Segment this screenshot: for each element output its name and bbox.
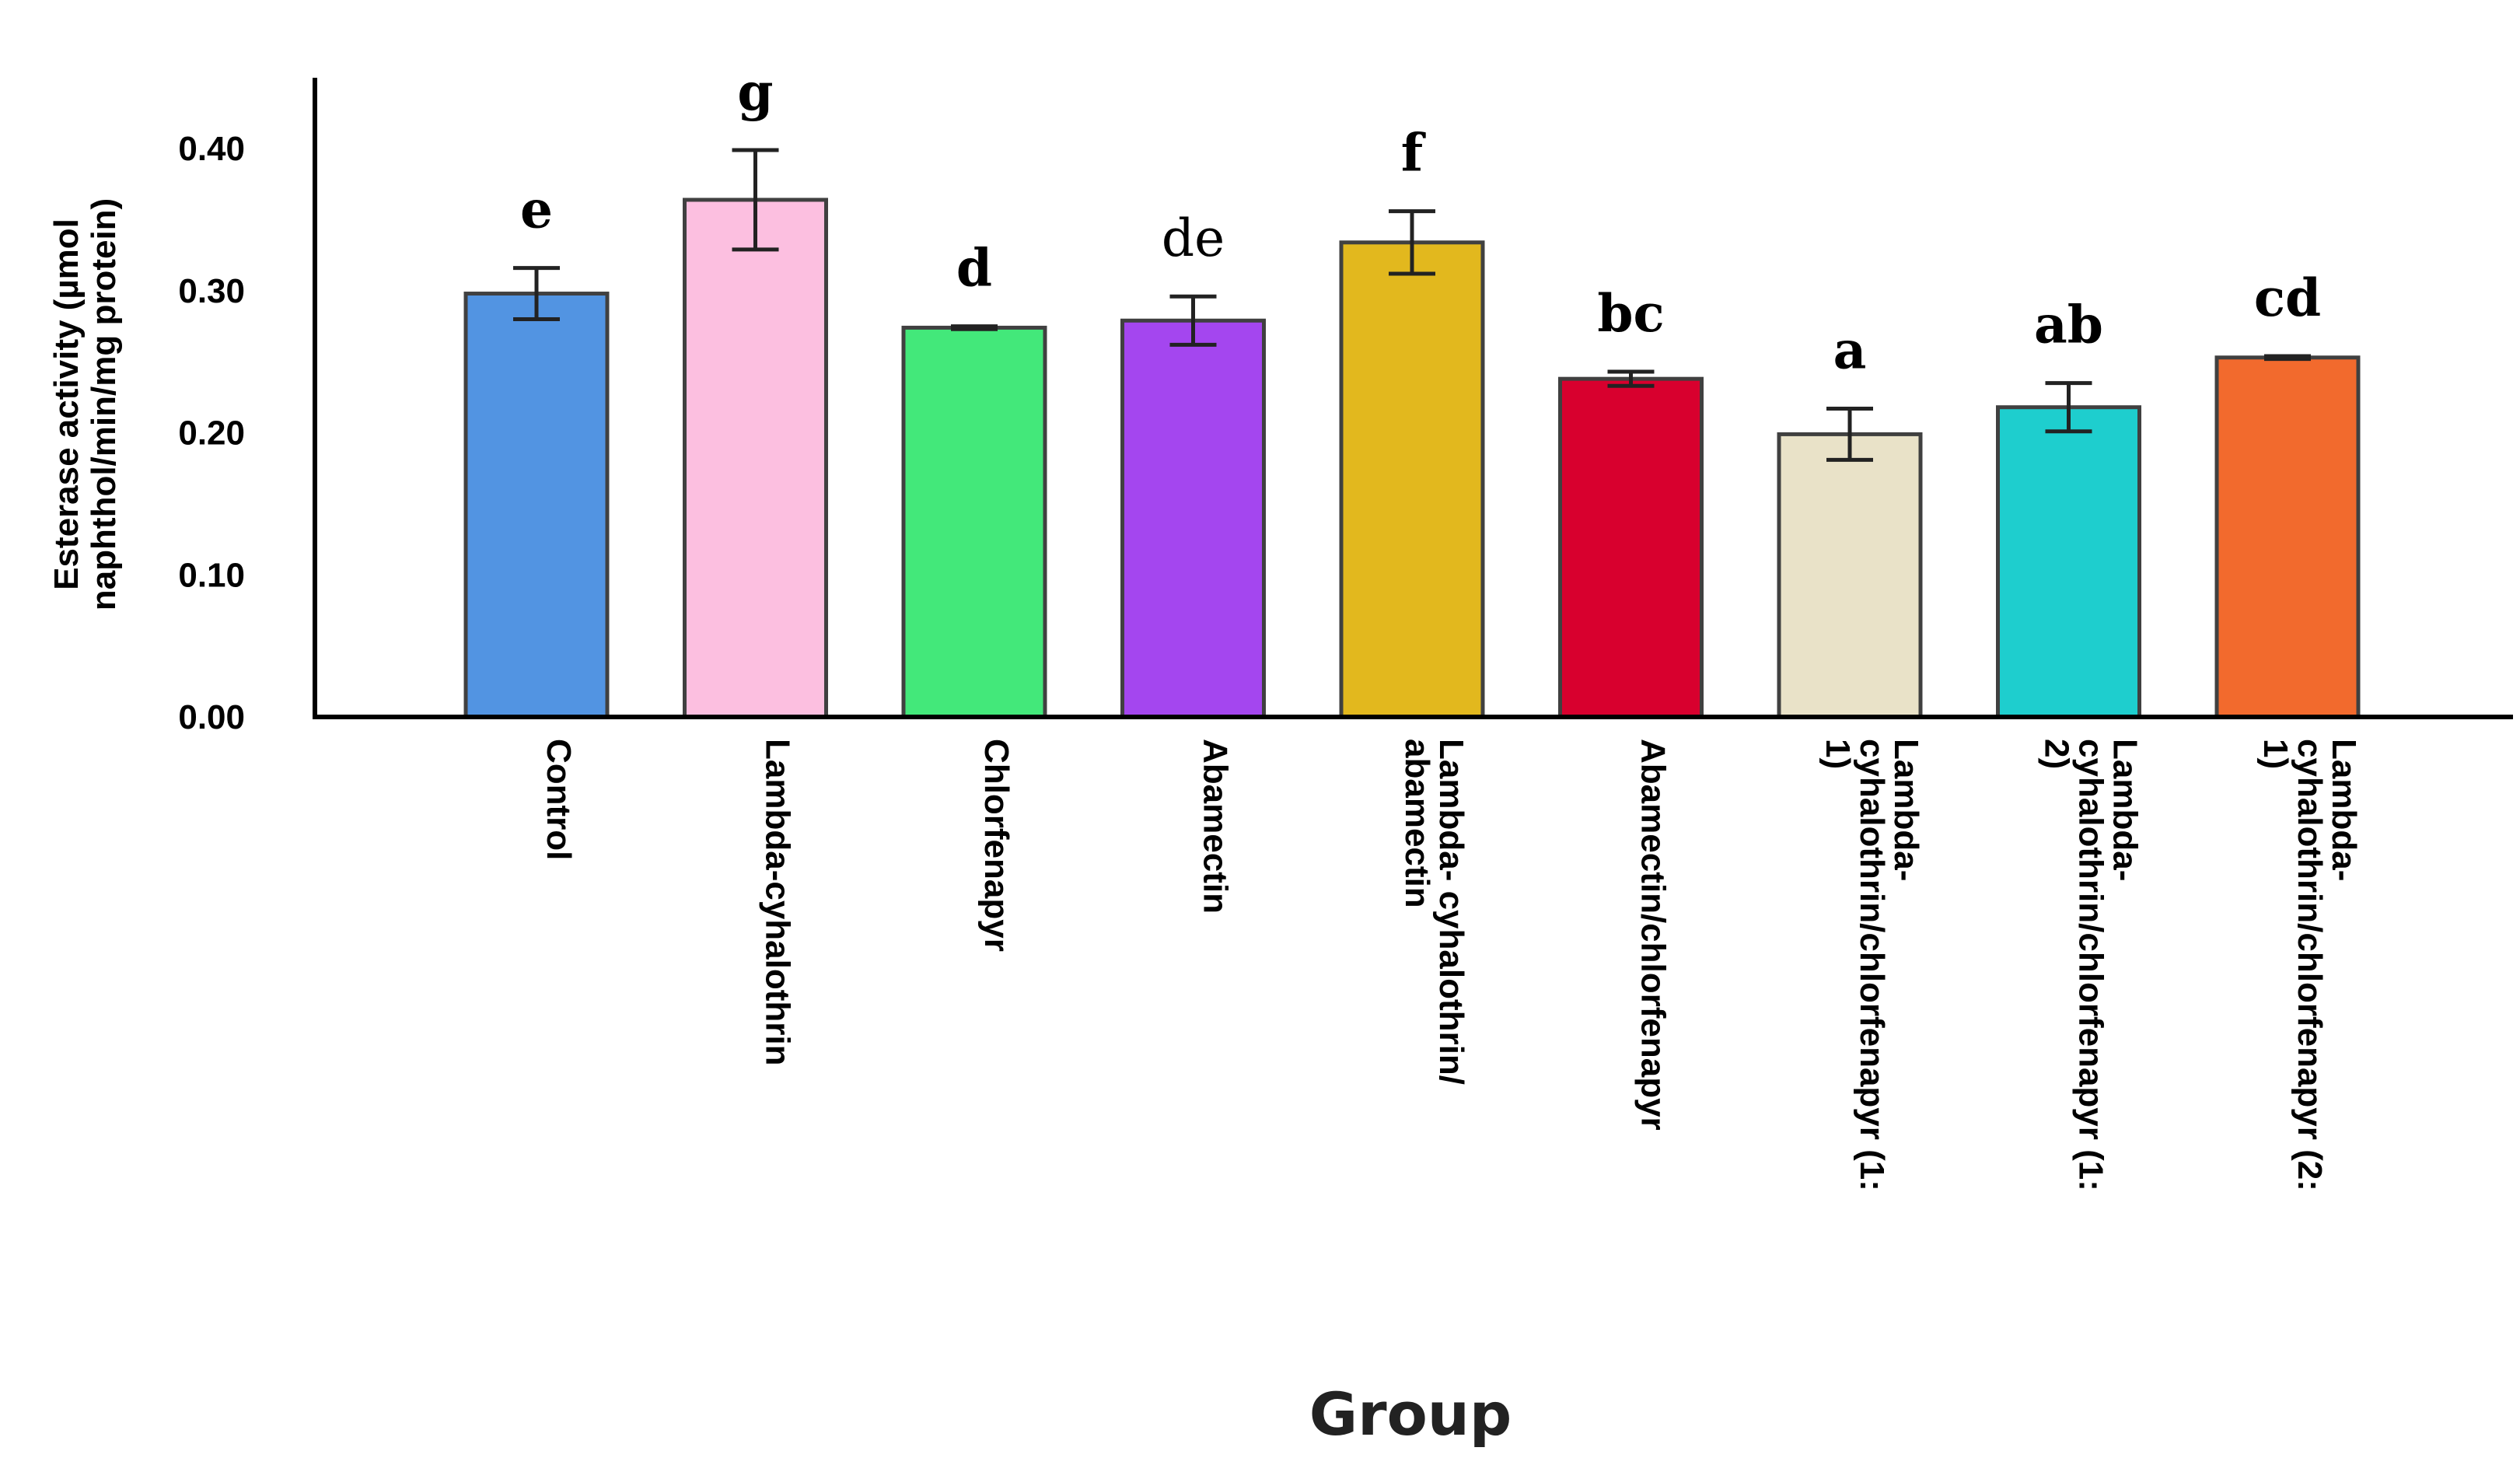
x-tick-label: Lambda- bbox=[2325, 739, 2363, 881]
x-tick-label: cyhalothrin/chlorfenapyr (1: bbox=[1853, 739, 1891, 1191]
error-bar bbox=[1826, 407, 1873, 462]
x-tick-label: cyhalothrin/chlorfenapyr (1: bbox=[2072, 739, 2110, 1191]
y-axis-title-line: Esterase activity (µmol bbox=[47, 219, 86, 590]
x-tick-label: 2) bbox=[2038, 739, 2076, 769]
x-tick-label: cyhalothrin/chlorfenapyr (2: bbox=[2291, 739, 2329, 1191]
significance-label: f bbox=[1401, 123, 1426, 184]
bar bbox=[1996, 405, 2141, 719]
bar bbox=[683, 198, 828, 719]
x-tick-label: Lambda- cyhalothrin/ bbox=[1432, 739, 1470, 1085]
y-tick-label: 0.10 bbox=[178, 556, 245, 594]
y-axis-title-line: naphthol/min/mg protein) bbox=[85, 198, 123, 610]
y-axis-ticks: 0.00 0.10 0.20 0.30 0.40 bbox=[178, 130, 245, 736]
significance-label: de bbox=[1162, 208, 1225, 268]
bar bbox=[1777, 432, 1923, 719]
bars bbox=[463, 198, 2361, 719]
x-axis-title: Group bbox=[1309, 1379, 1512, 1449]
y-axis-title: Esterase activity (µmol naphthol/min/mg p… bbox=[47, 198, 123, 610]
significance-label: e bbox=[520, 180, 553, 240]
significance-labels: e g d de f bc a ab cd bbox=[520, 61, 2321, 381]
error-bar bbox=[1607, 369, 1655, 388]
x-tick-label: Lambda-cyhalothrin bbox=[759, 739, 797, 1066]
x-tick-label: Lambda- bbox=[1887, 739, 1925, 881]
x-tick-label: Chlorfenapyr bbox=[977, 739, 1015, 952]
x-tick-label: 1) bbox=[1819, 739, 1857, 769]
x-tick-label: Abamectin/chlorfenapyr bbox=[1634, 739, 1672, 1131]
error-bar bbox=[1169, 294, 1217, 347]
bar bbox=[463, 292, 610, 719]
significance-label: cd bbox=[2254, 267, 2321, 328]
x-tick-label: Control bbox=[540, 739, 578, 860]
bar bbox=[1120, 318, 1266, 719]
error-bar bbox=[951, 324, 998, 331]
error-bar bbox=[2045, 381, 2092, 434]
x-axis-category-labels: Control Lambda-cyhalothrin Chlorfenapyr Aba… bbox=[540, 739, 2363, 1191]
x-tick-label: abamectin bbox=[1398, 739, 1436, 908]
significance-label: ab bbox=[2034, 295, 2103, 355]
bar bbox=[1558, 376, 1704, 719]
bar bbox=[901, 325, 1047, 719]
significance-label: bc bbox=[1597, 283, 1664, 344]
y-tick-label: 0.30 bbox=[178, 272, 245, 310]
error-bar bbox=[2264, 354, 2311, 362]
bar bbox=[1339, 240, 1485, 719]
bar bbox=[2214, 355, 2361, 719]
significance-label: a bbox=[1833, 320, 1867, 381]
x-tick-label: Abamectin bbox=[1197, 739, 1235, 914]
error-bar bbox=[1389, 209, 1435, 276]
error-bar bbox=[732, 148, 779, 252]
y-tick-label: 0.20 bbox=[178, 414, 245, 453]
y-tick-label: 0.40 bbox=[178, 130, 245, 168]
x-tick-label: Lambda- bbox=[2106, 739, 2144, 881]
y-tick-label: 0.00 bbox=[178, 698, 245, 736]
error-bars bbox=[513, 148, 2311, 462]
x-tick-label: 1) bbox=[2256, 739, 2295, 769]
error-bar bbox=[513, 266, 560, 321]
significance-label: g bbox=[737, 61, 773, 122]
significance-label: d bbox=[956, 238, 992, 299]
